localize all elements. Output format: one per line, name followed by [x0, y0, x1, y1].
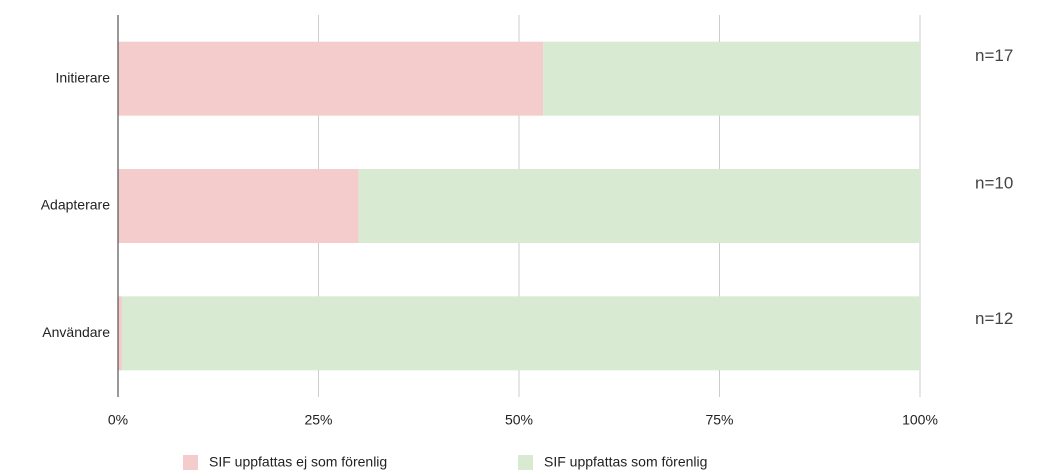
y-tick-label: Initierare [56, 69, 111, 85]
legend-swatch [518, 455, 533, 470]
bar [122, 296, 920, 371]
annotation: n=12 [975, 309, 1013, 328]
bar [118, 169, 359, 243]
annotation: n=17 [975, 46, 1013, 65]
bar [543, 41, 920, 116]
y-tick-label: Användare [42, 324, 110, 340]
bar [118, 296, 123, 371]
annotation: n=10 [975, 173, 1013, 192]
y-tick-label: Adapterare [41, 197, 110, 213]
legend-label: SIF uppfattas ej som förenlig [209, 454, 387, 470]
legend-label: SIF uppfattas som förenlig [544, 454, 707, 470]
x-tick-label: 25% [304, 412, 332, 428]
bar [118, 41, 544, 116]
x-tick-label: 0% [108, 412, 128, 428]
x-tick-label: 50% [505, 412, 533, 428]
x-tick-label: 100% [902, 412, 938, 428]
bar [358, 169, 921, 243]
legend-swatch [183, 455, 198, 470]
x-tick-label: 75% [705, 412, 733, 428]
